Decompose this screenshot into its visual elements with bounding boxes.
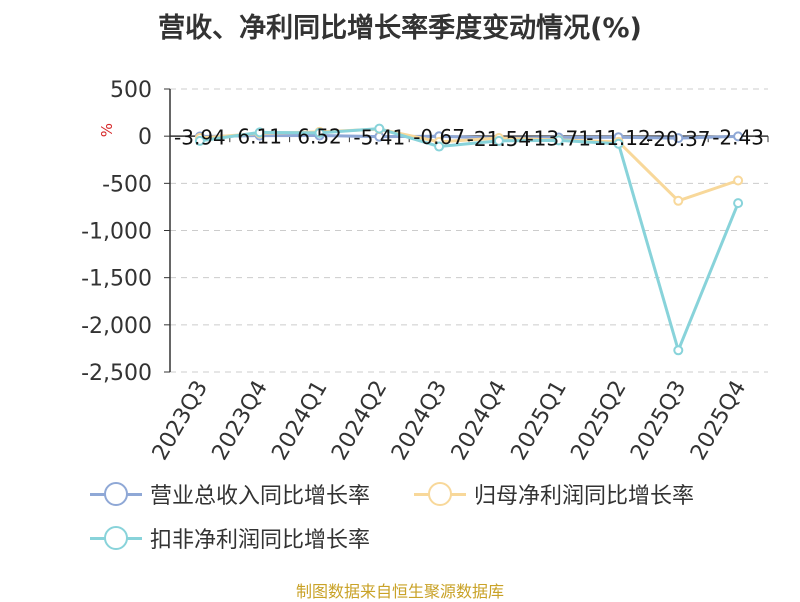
data-label: -21.54 bbox=[467, 127, 531, 151]
y-tick-label: -500 bbox=[102, 172, 152, 197]
y-tick-label: -2,000 bbox=[81, 314, 152, 339]
data-point bbox=[553, 135, 564, 146]
x-tick-label: 2024Q2 bbox=[327, 377, 392, 465]
x-tick-label: 2024Q4 bbox=[447, 377, 512, 465]
chart-title: 营收、净利同比增长率季度变动情况(%) bbox=[158, 13, 642, 44]
data-point bbox=[493, 135, 504, 146]
x-tick-label: 2023Q3 bbox=[148, 377, 213, 465]
legend-item-2[interactable]: 归母净利润同比增长率 bbox=[414, 478, 694, 510]
y-tick-label: 500 bbox=[110, 78, 152, 103]
data-label: -0.67 bbox=[413, 125, 465, 149]
data-point bbox=[613, 138, 624, 149]
data-point bbox=[733, 198, 744, 209]
data-label: -2.43 bbox=[712, 125, 764, 149]
y-axis-unit: % bbox=[98, 123, 116, 137]
data-point bbox=[733, 175, 744, 186]
y-tick-label: 0 bbox=[138, 125, 152, 150]
legend-label: 营业总收入同比增长率 bbox=[150, 484, 371, 509]
x-tick-label: 2025Q1 bbox=[507, 377, 572, 465]
legend-circle-icon bbox=[104, 526, 128, 550]
series-line-3 bbox=[199, 127, 740, 352]
x-tick-label: 2025Q4 bbox=[686, 377, 751, 465]
y-tick-label: -2,500 bbox=[81, 361, 152, 386]
data-point bbox=[314, 127, 325, 138]
data-point bbox=[254, 127, 265, 138]
data-label: 6.11 bbox=[237, 125, 282, 149]
data-point bbox=[434, 141, 445, 152]
legend-item-1[interactable]: 营业总收入同比增长率 bbox=[90, 478, 370, 510]
legend-swatch-icon bbox=[90, 482, 142, 506]
x-tick-label: 2025Q3 bbox=[626, 377, 691, 465]
x-tick-label: 2023Q4 bbox=[208, 377, 273, 465]
legend-swatch-icon bbox=[90, 526, 142, 550]
legend-swatch-icon bbox=[414, 482, 466, 506]
legend-label: 归母净利润同比增长率 bbox=[474, 484, 695, 509]
legend-item-3[interactable]: 扣非净利润同比增长率 bbox=[90, 522, 370, 554]
data-label: -20.37 bbox=[646, 127, 710, 151]
data-point bbox=[374, 123, 385, 134]
source-footer: 制图数据来自恒生聚源数据库 bbox=[295, 582, 504, 601]
data-point bbox=[673, 133, 684, 144]
data-label: -11.12 bbox=[586, 126, 650, 150]
legend-circle-icon bbox=[428, 482, 452, 506]
x-tick-label: 2025Q2 bbox=[566, 377, 631, 465]
series-line-1 bbox=[199, 134, 739, 140]
x-tick-label: 2024Q3 bbox=[387, 376, 452, 464]
data-label: -5.41 bbox=[353, 126, 405, 150]
y-tick-label: -1,000 bbox=[81, 220, 152, 245]
data-point bbox=[194, 135, 205, 146]
data-point bbox=[673, 345, 684, 356]
legend-label: 扣非净利润同比增长率 bbox=[150, 528, 371, 553]
legend-circle-icon bbox=[104, 482, 128, 506]
data-label: 6.52 bbox=[297, 125, 342, 149]
data-label: -3.94 bbox=[174, 126, 226, 150]
data-point bbox=[673, 195, 684, 206]
data-label: -13.71 bbox=[526, 126, 590, 150]
y-tick-label: -1,500 bbox=[81, 267, 152, 292]
x-tick-label: 2024Q1 bbox=[267, 377, 332, 465]
data-point bbox=[733, 131, 744, 142]
